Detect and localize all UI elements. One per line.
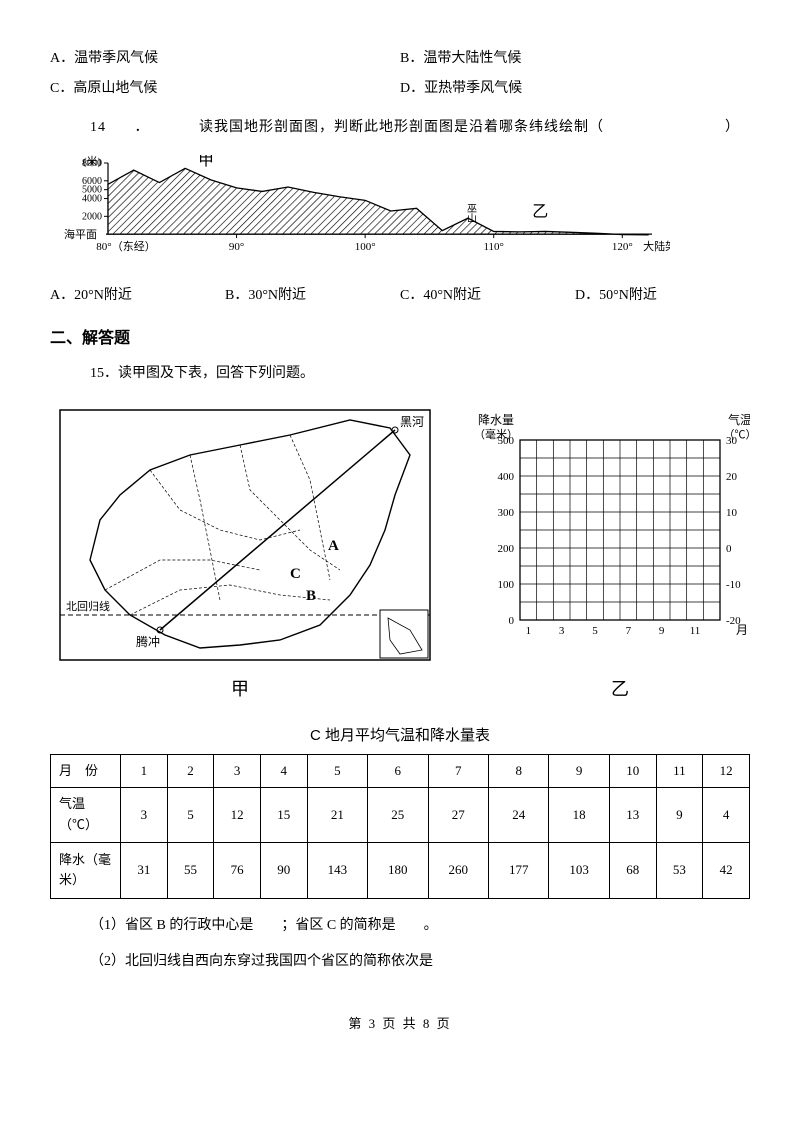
svg-text:甲: 甲	[198, 155, 214, 169]
svg-text:北回归线: 北回归线	[66, 599, 110, 613]
svg-text:7: 7	[626, 625, 632, 637]
svg-text:1: 1	[526, 625, 532, 637]
q14-option-d[interactable]: D．50°N附近	[575, 285, 750, 307]
q15-sub2: （2）北回归线自西向东穿过我国四个省区的简称依次是	[90, 951, 750, 973]
q14-option-c[interactable]: C．40°N附近	[400, 285, 575, 307]
q15-stem: 15．读甲图及下表，回答下列问题。	[90, 363, 750, 385]
svg-text:C: C	[290, 566, 301, 582]
svg-text:5: 5	[592, 625, 598, 637]
svg-text:100: 100	[498, 579, 515, 591]
footer-pre: 第	[348, 1016, 368, 1031]
svg-text:120°: 120°	[612, 241, 633, 253]
q15-figures: 北回归线黑河腾冲ABC甲降水量（毫米）气温（℃）5004003002001000…	[50, 400, 750, 710]
svg-text:3: 3	[559, 625, 565, 637]
q13-option-b[interactable]: B．温带大陆性气候	[400, 48, 750, 70]
footer-mid: 页 共	[377, 1016, 423, 1031]
svg-text:腾冲: 腾冲	[136, 634, 160, 649]
q13-options-row1: A．温带季风气候 B．温带大陆性气候	[50, 48, 750, 70]
q14-number: 14	[90, 117, 130, 139]
svg-text:月: 月	[736, 623, 748, 637]
svg-text:110°: 110°	[483, 241, 504, 253]
svg-text:A: A	[328, 538, 339, 554]
q14-dot: ．	[135, 117, 195, 139]
svg-text:-10: -10	[726, 579, 741, 591]
q14-option-b[interactable]: B．30°N附近	[225, 285, 400, 307]
footer-suf: 页	[431, 1016, 451, 1031]
svg-text:9: 9	[659, 625, 665, 637]
svg-text:甲: 甲	[231, 679, 249, 699]
svg-text:300: 300	[498, 507, 515, 519]
svg-text:0: 0	[509, 615, 515, 627]
q13-option-a[interactable]: A．温带季风气候	[50, 48, 400, 70]
q15-table-title: C 地月平均气温和降水量表	[50, 724, 750, 748]
svg-text:大陆架: 大陆架	[643, 239, 670, 253]
footer-cur: 3	[369, 1016, 378, 1031]
q14-option-a[interactable]: A．20°N附近	[50, 285, 225, 307]
svg-text:90°: 90°	[229, 241, 244, 253]
svg-text:降水量: 降水量	[478, 413, 514, 427]
svg-text:0: 0	[726, 543, 732, 555]
terrain-profile-svg: (米)80006000500040002000海平面80°（东经）90°100°…	[50, 155, 670, 275]
svg-text:乙: 乙	[611, 679, 629, 699]
svg-text:200: 200	[498, 543, 515, 555]
q14-paren: ）	[725, 117, 740, 139]
q14-stem: 14 ． 读我国地形剖面图，判断此地形剖面图是沿着哪条纬线绘制（ ）	[90, 117, 750, 139]
climate-table: 月 份123456789101112气温（℃）35121521252724181…	[50, 754, 750, 899]
q14-figure: (米)80006000500040002000海平面80°（东经）90°100°…	[50, 155, 750, 275]
svg-text:海平面: 海平面	[64, 227, 97, 241]
svg-text:500: 500	[498, 435, 515, 447]
svg-text:4000: 4000	[82, 194, 102, 205]
svg-text:10: 10	[726, 507, 738, 519]
svg-text:2000: 2000	[82, 212, 102, 223]
svg-text:80°（东经）: 80°（东经）	[96, 240, 155, 253]
page-footer: 第 3 页 共 8 页	[50, 1014, 750, 1035]
svg-text:气温: 气温	[728, 412, 750, 427]
svg-text:100°: 100°	[355, 241, 376, 253]
svg-text:30: 30	[726, 435, 738, 447]
svg-text:20: 20	[726, 471, 738, 483]
q15-sub1: （1）省区 B 的行政中心是 ；省区 C 的简称是 。	[90, 915, 750, 937]
q13-option-d[interactable]: D．亚热带季风气候	[400, 78, 750, 100]
svg-text:巫山: 巫山	[465, 203, 477, 223]
china-map-and-grid-svg: 北回归线黑河腾冲ABC甲降水量（毫米）气温（℃）5004003002001000…	[50, 400, 750, 710]
svg-text:11: 11	[690, 625, 701, 637]
svg-text:乙: 乙	[532, 204, 548, 221]
section-2-heading: 二、解答题	[50, 326, 750, 352]
q14-options: A．20°N附近 B．30°N附近 C．40°N附近 D．50°N附近	[50, 285, 750, 307]
svg-text:8000: 8000	[82, 158, 102, 169]
q13-options-row2: C．高原山地气候 D．亚热带季风气候	[50, 78, 750, 100]
svg-text:400: 400	[498, 471, 515, 483]
svg-text:黑河: 黑河	[400, 415, 424, 429]
q13-option-c[interactable]: C．高原山地气候	[50, 78, 400, 100]
svg-text:B: B	[306, 588, 316, 604]
q14-text: 读我国地形剖面图，判断此地形剖面图是沿着哪条纬线绘制（	[199, 120, 604, 135]
